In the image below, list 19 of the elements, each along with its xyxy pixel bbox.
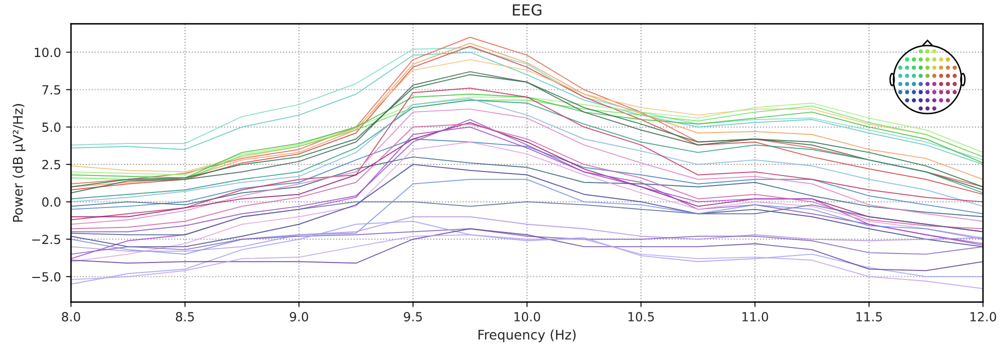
x-tick-label: 10.0 <box>514 312 540 322</box>
y-tick-label: −5.0 <box>32 272 60 282</box>
y-tick-label: 0.0 <box>42 197 60 207</box>
x-tick-label: 10.5 <box>628 312 654 322</box>
x-tick-label: 12.0 <box>970 312 996 322</box>
y-tick-label: 10.0 <box>34 48 60 58</box>
chart-title: EEG <box>512 4 542 16</box>
x-tick-label: 8.0 <box>62 312 80 322</box>
x-tick-label: 11.0 <box>742 312 768 322</box>
x-tick-label: 8.5 <box>176 312 194 322</box>
y-tick-label: −2.5 <box>32 234 60 244</box>
y-axis-title: Power (dB µV²/Hz) <box>12 104 26 222</box>
x-axis-title: Frequency (Hz) <box>478 329 576 342</box>
y-tick-label: 7.5 <box>42 85 60 95</box>
y-tick-label: 2.5 <box>42 160 60 170</box>
y-tick-label: 5.0 <box>42 122 60 132</box>
x-tick-label: 11.5 <box>856 312 882 322</box>
x-tick-label: 9.0 <box>290 312 308 322</box>
x-tick-label: 9.5 <box>404 312 422 322</box>
